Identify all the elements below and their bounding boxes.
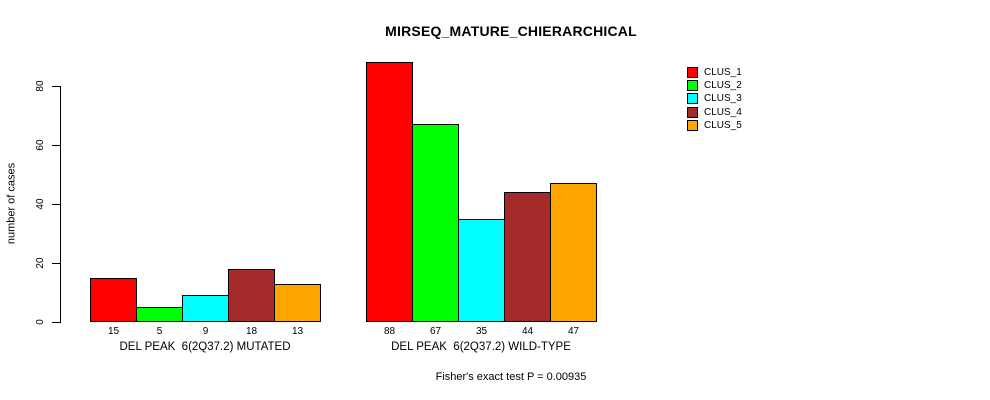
bar-clus_5-group2 [550,183,597,322]
bar-value-label: 5 [156,326,163,337]
bar-clus_1-group2 [366,62,413,322]
bar-clus_4-group2 [504,192,551,322]
legend-item-clus_3: CLUS_3 [687,92,742,105]
y-tick-label-60: 60 [35,139,46,151]
legend-label: CLUS_5 [704,119,742,131]
y-tick-label-80: 80 [35,80,46,92]
bar-clus_3-group2 [458,219,505,322]
bar-value-label: 35 [475,326,488,337]
y-tick-mark-0 [52,322,60,323]
legend-item-clus_2: CLUS_2 [687,79,742,92]
legend-item-clus_5: CLUS_5 [687,119,742,132]
y-tick-mark-40 [52,204,60,205]
y-tick-mark-20 [52,263,60,264]
legend-item-clus_1: CLUS_1 [687,66,742,79]
legend-label: CLUS_2 [704,80,742,92]
bar-value-label: 9 [202,326,209,337]
bar-value-label: 13 [291,326,304,337]
chart-title: MIRSEQ_MATURE_CHIERARCHICAL [385,23,637,39]
footnote-pvalue: Fisher's exact test P = 0.00935 [435,371,587,383]
bar-clus_1-group1 [90,278,137,322]
legend-label: CLUS_3 [704,93,742,105]
bar-clus_4-group1 [228,269,275,322]
y-tick-mark-60 [52,145,60,146]
y-axis-line [60,86,61,323]
legend-swatch-clus_4 [687,106,698,118]
legend-swatch-clus_3 [687,93,698,105]
bar-value-label: 47 [567,326,580,337]
bar-value-label: 44 [521,326,534,337]
bar-value-label: 67 [429,326,442,337]
bar-value-label: 88 [383,326,396,337]
legend-swatch-clus_2 [687,80,698,92]
legend: CLUS_1 CLUS_2 CLUS_3 CLUS_4 CLUS_5 [687,66,742,132]
bar-value-label: 15 [107,326,120,337]
y-tick-label-20: 20 [35,257,46,269]
y-tick-label-0: 0 [35,319,46,325]
bar-value-label: 18 [245,326,258,337]
legend-swatch-clus_5 [687,119,698,131]
legend-swatch-clus_1 [687,67,698,79]
bar-clus_2-group1 [136,307,183,322]
y-tick-label-40: 40 [35,198,46,210]
legend-item-clus_4: CLUS_4 [687,106,742,119]
group-label-2: DEL PEAK 6(2Q37.2) WILD-TYPE [391,341,571,353]
legend-label: CLUS_4 [704,106,742,118]
y-axis-title: number of cases [5,162,18,245]
bar-clus_5-group1 [274,284,321,322]
legend-label: CLUS_1 [704,67,742,79]
group-label-1: DEL PEAK 6(2Q37.2) MUTATED [119,341,291,353]
y-tick-mark-80 [52,86,60,87]
bar-clus_3-group1 [182,295,229,322]
bar-clus_2-group2 [412,124,459,322]
